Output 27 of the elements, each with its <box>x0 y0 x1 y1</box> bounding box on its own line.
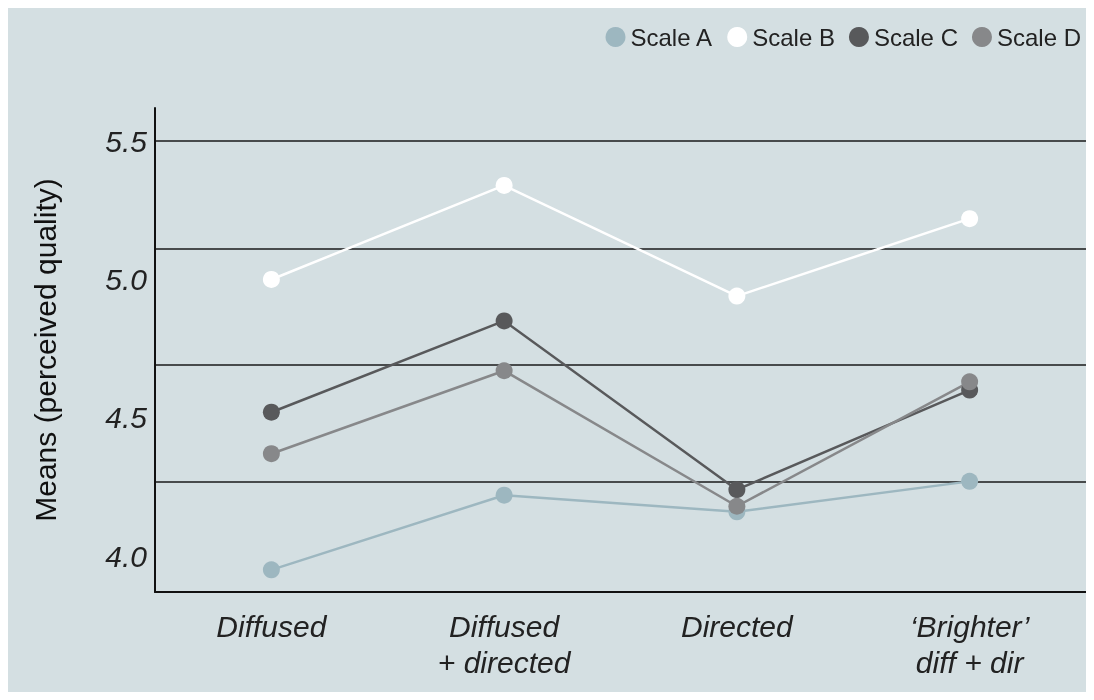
point <box>728 481 746 499</box>
y-tick-label: 4.0 <box>105 539 148 573</box>
point <box>262 270 280 288</box>
point <box>495 362 513 380</box>
y-axis-title: Means (perceived quality) <box>28 178 62 522</box>
point <box>961 472 979 490</box>
point <box>262 403 280 421</box>
x-tick-label: Diffused + directed <box>437 609 572 679</box>
point <box>495 176 513 194</box>
legend-label: Scale C <box>873 23 958 51</box>
legend-label: Scale D <box>996 23 1082 51</box>
point <box>495 486 513 504</box>
x-tick-label: Directed <box>681 609 795 643</box>
point <box>495 312 513 330</box>
y-tick-label: 5.5 <box>105 124 148 158</box>
point <box>728 287 746 305</box>
point <box>262 561 280 579</box>
legend-label: Scale B <box>752 23 835 51</box>
x-tick-label: ‘Brighter’ diff + dir <box>909 609 1031 679</box>
y-tick-label: 5.0 <box>105 262 148 296</box>
point <box>728 497 746 515</box>
point <box>262 445 280 463</box>
point <box>961 373 979 391</box>
legend-label: Scale A <box>630 23 712 51</box>
y-tick-label: 4.5 <box>105 401 148 435</box>
x-tick-label: Diffused <box>216 609 328 643</box>
point <box>961 210 979 228</box>
